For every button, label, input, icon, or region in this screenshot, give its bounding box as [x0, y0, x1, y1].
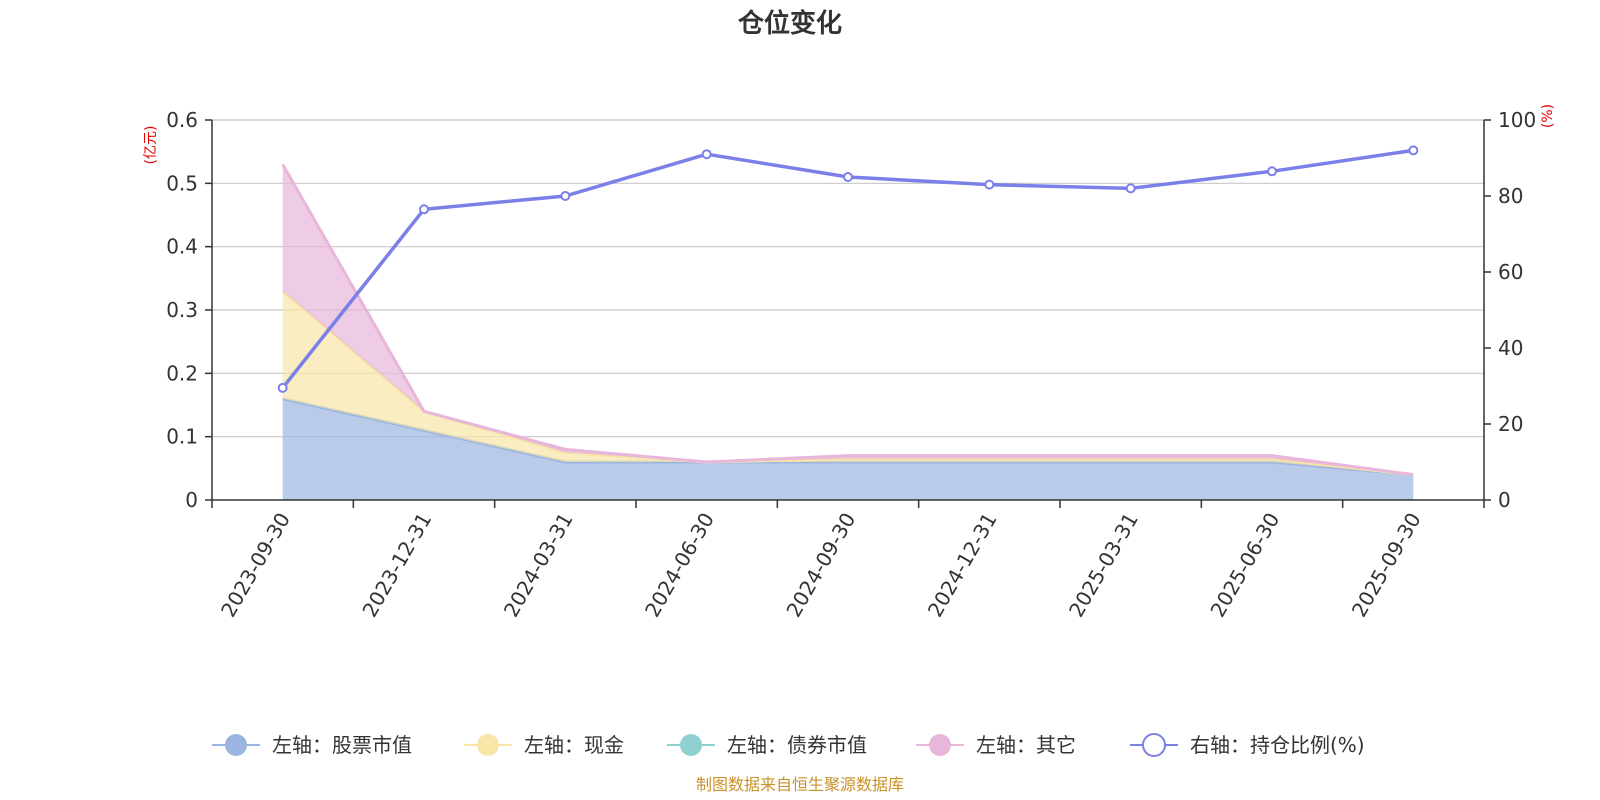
ratio-point — [419, 204, 429, 215]
x-axis-tick-label: 2024-03-31 — [499, 509, 578, 622]
x-axis-tick-label: 2024-06-30 — [640, 509, 719, 622]
right-axis-tick-label: 80 — [1498, 184, 1523, 208]
ratio-point — [984, 179, 995, 190]
x-axis-tick-label: 2024-12-31 — [923, 508, 1002, 621]
area-左轴：股票市值 — [282, 398, 1414, 500]
legend-marker — [929, 734, 951, 756]
right-axis-tick-label: 40 — [1498, 336, 1523, 360]
legend: 左轴：股票市值 左轴：现金 左轴：债券市值 左轴：其它 右轴：持仓比例(%) — [212, 733, 1365, 757]
right-axis-tick-label: 20 — [1498, 412, 1523, 436]
ratio-point — [560, 191, 571, 201]
x-axis-tick-label: 2023-09-30 — [216, 509, 295, 622]
x-axis-tick-label: 2025-06-30 — [1205, 509, 1284, 622]
left-axis-tick-label: 0.3 — [166, 298, 198, 322]
data-source-note: 制图数据来自恒生聚源数据库 — [696, 775, 904, 794]
x-axis-tick-label: 2023-12-31 — [357, 509, 436, 622]
ratio-point — [1125, 183, 1136, 194]
legend-label: 左轴：现金 — [524, 733, 624, 757]
left-axis-tick-label: 0.6 — [166, 108, 198, 132]
left-axis-tick-label: 0.4 — [166, 235, 198, 259]
left-axis-tick-label: 0.5 — [166, 171, 198, 195]
legend-marker — [225, 734, 247, 756]
chart-title: 仓位变化 — [737, 8, 842, 39]
x-axis-tick-label: 2024-09-30 — [781, 509, 860, 622]
left-axis-tick-label: 0.1 — [166, 425, 198, 449]
legend-label: 右轴：持仓比例(%) — [1190, 733, 1365, 757]
right-axis-tick-label: 0 — [1498, 488, 1511, 512]
area-edge-左轴：其它 — [281, 163, 1414, 477]
legend-item: 左轴：其它 — [916, 733, 1076, 757]
ratio-point — [277, 382, 288, 393]
position-ratio-line — [277, 145, 1419, 393]
right-axis-unit: (%) — [1540, 104, 1556, 128]
legend-item: 左轴：债券市值 — [667, 733, 867, 757]
legend-label: 左轴：债券市值 — [727, 733, 867, 757]
left-axis-tick-label: 0 — [185, 488, 198, 512]
ratio-point — [701, 149, 712, 160]
legend-item: 左轴：现金 — [464, 733, 624, 757]
ratio-point — [1408, 145, 1419, 156]
legend-item: 左轴：股票市值 — [212, 733, 412, 757]
ratio-line-path — [281, 148, 1414, 389]
legend-marker — [477, 734, 499, 756]
legend-marker — [680, 734, 702, 756]
legend-label: 左轴：其它 — [976, 733, 1076, 757]
legend-label: 左轴：股票市值 — [272, 733, 412, 757]
grid-lines — [212, 119, 1484, 438]
ratio-point — [843, 172, 853, 182]
right-axis-tick-label: 60 — [1498, 260, 1523, 284]
ratio-point — [1267, 166, 1277, 177]
legend-marker — [1142, 733, 1166, 757]
stacked-areas — [281, 163, 1414, 500]
left-axis-unit: (亿元) — [143, 126, 159, 165]
left-axis-tick-label: 0.2 — [166, 361, 198, 385]
x-axis-tick-label: 2025-03-31 — [1064, 509, 1143, 622]
legend-item: 右轴：持仓比例(%) — [1130, 733, 1365, 757]
right-axis-tick-label: 100 — [1498, 108, 1536, 132]
x-axis-tick-label: 2025-09-30 — [1347, 509, 1426, 622]
